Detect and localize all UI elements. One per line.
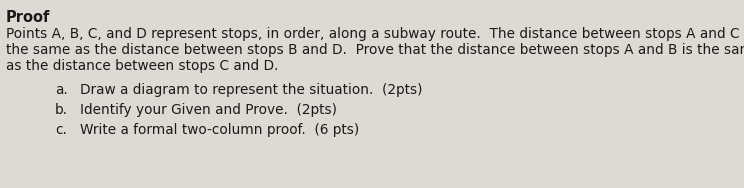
Text: a.: a.	[55, 83, 68, 97]
Text: the same as the distance between stops B and D.  Prove that the distance between: the same as the distance between stops B…	[6, 43, 744, 57]
Text: b.: b.	[55, 103, 68, 117]
Text: Write a formal two-column proof.  (6 pts): Write a formal two-column proof. (6 pts)	[80, 123, 359, 137]
Text: as the distance between stops C and D.: as the distance between stops C and D.	[6, 59, 278, 73]
Text: c.: c.	[55, 123, 67, 137]
Text: Identify your Given and Prove.  (2pts): Identify your Given and Prove. (2pts)	[80, 103, 337, 117]
Text: Proof: Proof	[6, 10, 51, 25]
Text: Draw a diagram to represent the situation.  (2pts): Draw a diagram to represent the situatio…	[80, 83, 423, 97]
Text: Points A, B, C, and D represent stops, in order, along a subway route.  The dist: Points A, B, C, and D represent stops, i…	[6, 27, 744, 41]
